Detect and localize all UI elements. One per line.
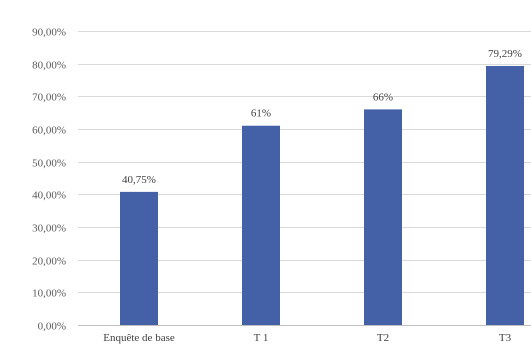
bars bbox=[120, 65, 524, 326]
y-tick-label: 80,00% bbox=[32, 60, 66, 72]
data-label: 66% bbox=[373, 91, 393, 103]
y-tick-label: 20,00% bbox=[32, 256, 66, 268]
data-label: 79,29% bbox=[488, 48, 522, 60]
y-tick-label: 40,00% bbox=[32, 190, 66, 202]
data-label: 61% bbox=[251, 108, 271, 120]
x-axis-category-labels: Enquête de base T 1 T2 T3 bbox=[103, 332, 511, 344]
bar bbox=[120, 191, 158, 325]
y-tick-label: 50,00% bbox=[32, 158, 66, 170]
category-label: T3 bbox=[499, 332, 512, 344]
bar bbox=[486, 65, 524, 326]
data-labels: 40,75% 61% 66% 79,29% bbox=[122, 48, 522, 186]
data-label: 40,75% bbox=[122, 174, 156, 186]
category-label: Enquête de base bbox=[103, 332, 175, 344]
y-tick-label: 60,00% bbox=[32, 125, 66, 137]
y-tick-label: 30,00% bbox=[32, 223, 66, 235]
bar bbox=[364, 109, 402, 326]
y-tick-label: 90,00% bbox=[32, 27, 66, 39]
y-tick-label: 0,00% bbox=[38, 321, 66, 333]
category-label: T 1 bbox=[254, 332, 269, 344]
y-tick-label: 70,00% bbox=[32, 92, 66, 104]
category-label: T2 bbox=[377, 332, 389, 344]
y-axis-tick-labels: 0,00% 10,00% 20,00% 30,00% 40,00% 50,00% 60,00… bbox=[32, 27, 66, 333]
bar bbox=[242, 125, 280, 325]
y-tick-label: 10,00% bbox=[32, 288, 66, 300]
